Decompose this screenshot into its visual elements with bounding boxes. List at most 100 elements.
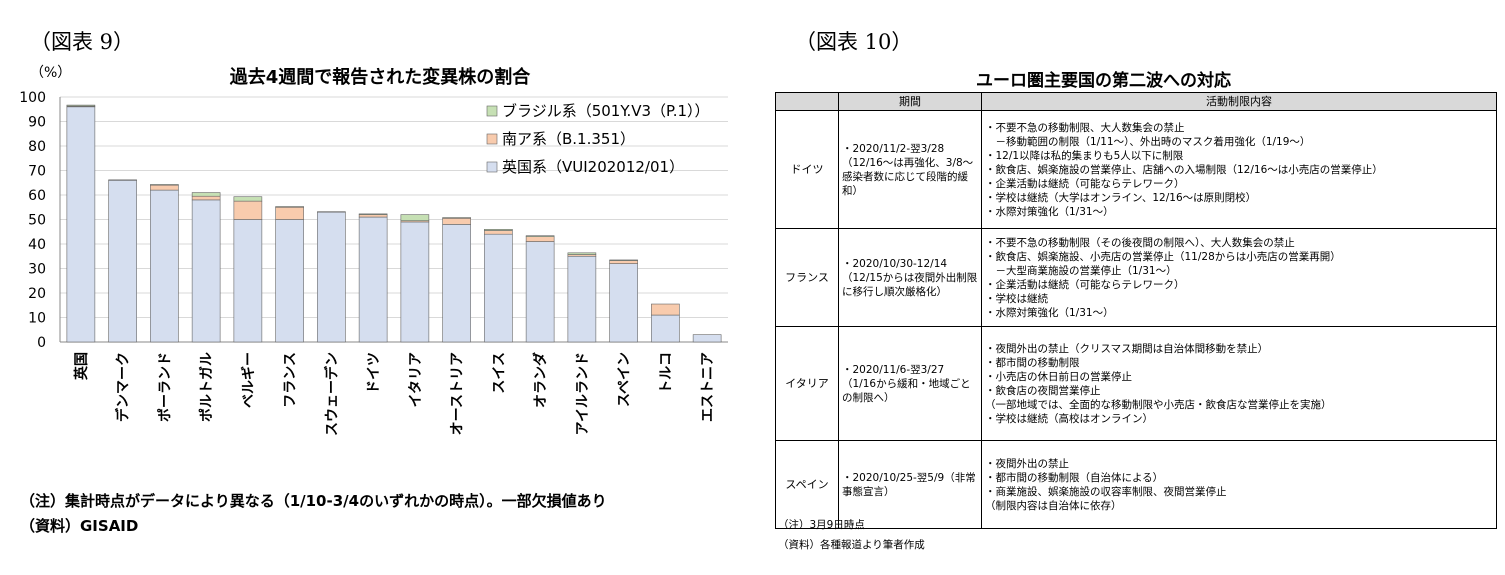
table-row: スペイン ・2020/10/25-翌5/9（非常事態宣言） ・夜間外出の禁止 ・都市間…: [775, 440, 1497, 529]
bar-segment: [525, 235, 555, 237]
bar-segment: [191, 195, 221, 201]
bar-segment: [567, 255, 597, 343]
measure-item: ・都市間の移動制限（自治体による）: [985, 471, 1164, 484]
header-country: [775, 92, 839, 111]
measure-item: ・夜間外出の禁止（クリスマス期間は自治体間移動を禁止）: [985, 342, 1269, 355]
x-category-label: デンマーク: [115, 352, 132, 422]
measure-item: ・学校は継続: [985, 292, 1048, 305]
measures-table: 期間 活動制限内容 ドイツ ・2020/11/2-翌3/28（12/16～は再強化…: [775, 92, 1497, 529]
x-category-label: スウェーデン: [323, 352, 340, 436]
measure-item: ・都市間の移動制限: [985, 356, 1080, 369]
bar-segment: [484, 230, 513, 235]
x-category-label: トルコ: [658, 352, 674, 394]
measure-item: －移動範囲の制限（1/11～）、外出時のマスク着用強化（1/19～）: [985, 135, 1311, 148]
measure-item: ・飲食店の夜間営業停止: [985, 384, 1101, 397]
chart-note: （注）集計時点がデータにより異なる（1/10-3/4のいずれかの時点）。一部欠損…: [20, 492, 607, 510]
x-category-label: フランス: [283, 352, 299, 408]
legend-label: 英国系（VUI202012/01）: [502, 158, 684, 176]
y-tick-label: 100: [19, 90, 46, 106]
y-tick-label: 60: [28, 188, 46, 204]
measure-item: ・企業活動は継続（可能ならテレワーク）: [985, 177, 1185, 190]
bar-segment: [275, 206, 304, 208]
country-cell: ドイツ: [775, 110, 839, 229]
bar-segment: [442, 224, 471, 343]
chart-title: 過去4週間で報告された変異株の割合: [230, 66, 532, 88]
bar-segment: [150, 184, 179, 186]
header-measures: 活動制限内容: [981, 92, 1497, 111]
table-row: フランス ・2020/10/30-12/14（12/15からは夜間外出制限に移行し…: [775, 228, 1497, 327]
y-axis-unit: （%）: [30, 65, 71, 81]
bar-segment: [233, 200, 263, 220]
bar-segment: [651, 303, 680, 316]
chart-plot: 0 10 20 30 40 50 60 70 80 90 100 英国 デンマーク ポーランド ポルトガル ベ…: [19, 90, 728, 436]
legend-swatch: [486, 133, 498, 145]
bar-segment: [358, 213, 388, 215]
measure-item: ・不要不急の移動制限、大人数集会の禁止: [985, 121, 1185, 134]
bar-segment: [442, 217, 471, 219]
bar-segment: [609, 259, 638, 261]
legend-swatch: [486, 105, 498, 117]
x-category-label: ベルギー: [240, 352, 257, 408]
x-category-label: オランダ: [532, 352, 549, 408]
bar-segment: [191, 192, 221, 197]
bar-segment: [651, 314, 680, 343]
bar-segment: [484, 229, 513, 231]
y-tick-label: 0: [37, 335, 46, 351]
measure-item: －大型商業施設の営業停止（1/31～）: [985, 264, 1177, 277]
x-category-label: ドイツ: [366, 352, 382, 394]
measure-item: ・飲食店、娯楽施設、小売店の営業停止（11/28からは小売店の営業再開）: [985, 250, 1341, 263]
x-category-label: ポーランド: [156, 352, 173, 422]
bar-segment: [567, 252, 597, 255]
measure-item: ・学校は継続（大学はオンライン、12/16～は原則閉校）: [985, 191, 1257, 204]
bar-segment: [233, 196, 263, 202]
measure-item: ・夜間外出の禁止: [985, 457, 1069, 470]
x-category-label: ポルトガル: [198, 352, 215, 422]
chart-source: （資料）GISAID: [20, 517, 139, 535]
x-category-label: スイス: [491, 352, 507, 394]
y-tick-label: 90: [28, 115, 46, 131]
y-tick-label: 80: [28, 139, 46, 155]
measure-item: ・水際対策強化（1/31～）: [985, 205, 1114, 218]
measures-cell: ・不要不急の移動制限（その後夜間の制限へ）、大人数集会の禁止 ・飲食店、娯楽施設、…: [981, 228, 1497, 327]
legend-swatch: [486, 161, 498, 173]
bar-segment: [484, 233, 513, 343]
country-cell: スペイン: [775, 440, 839, 529]
bar-segment: [442, 217, 471, 225]
bar-segment: [108, 180, 137, 343]
x-category-label: アイルランド: [575, 352, 591, 435]
bar-segment: [275, 206, 304, 220]
bar-segment: [150, 184, 179, 191]
bar-segment: [358, 214, 388, 218]
bar-segment: [275, 219, 304, 343]
period-cell: ・2020/11/6-翌3/27（1/16から緩和・地域ごとの制限へ）: [838, 326, 982, 441]
variant-share-chart: 過去4週間で報告された変異株の割合 （%） 0 10 20 30 40 50 60 70 80 9…: [19, 65, 728, 436]
header-period: 期間: [838, 92, 982, 111]
measure-item: ・企業活動は継続（可能ならテレワーク）: [985, 278, 1185, 291]
country-cell: イタリア: [775, 326, 839, 441]
table-title: ユーロ圏主要国の第二波への対応: [976, 71, 1231, 91]
x-category-label: スペイン: [617, 352, 633, 407]
x-category-label: イタリア: [408, 352, 424, 407]
x-category-label: オーストリア: [450, 352, 466, 435]
measure-item: （一部地域では、全面的な移動制限や小売店・飲食店な営業停止を実施）: [985, 398, 1332, 411]
bar-segment: [66, 104, 96, 107]
period-cell: ・2020/10/30-12/14（12/15からは夜間外出制限に移行し順次厳格…: [838, 228, 982, 327]
table-source: （資料）各種報道より筆者作成: [778, 539, 925, 551]
y-tick-label: 70: [28, 164, 46, 180]
bar-segment: [317, 211, 346, 343]
bar-segment: [609, 263, 638, 343]
bar-segment: [233, 219, 263, 343]
period-cell: ・2020/10/25-翌5/9（非常事態宣言）: [838, 440, 982, 529]
table-note: （注）3月9日時点: [778, 519, 865, 531]
country-cell: フランス: [775, 228, 839, 327]
bar-segment: [66, 106, 96, 343]
table-row: ドイツ ・2020/11/2-翌3/28（12/16～は再強化、3/8～感染者数に…: [775, 110, 1497, 229]
x-category-label: エストニア: [700, 352, 716, 422]
bar-segment: [400, 221, 430, 343]
bar-segment: [150, 189, 179, 343]
bar-segment: [525, 241, 555, 343]
legend-label: ブラジル系（501Y.V3（P.1））: [502, 102, 710, 120]
bar-segment: [400, 214, 430, 222]
measure-item: ・飲食店、娯楽施設の営業停止、店舗への入場制限（12/16～は小売店の営業停止）: [985, 163, 1383, 176]
y-tick-label: 30: [28, 262, 46, 278]
